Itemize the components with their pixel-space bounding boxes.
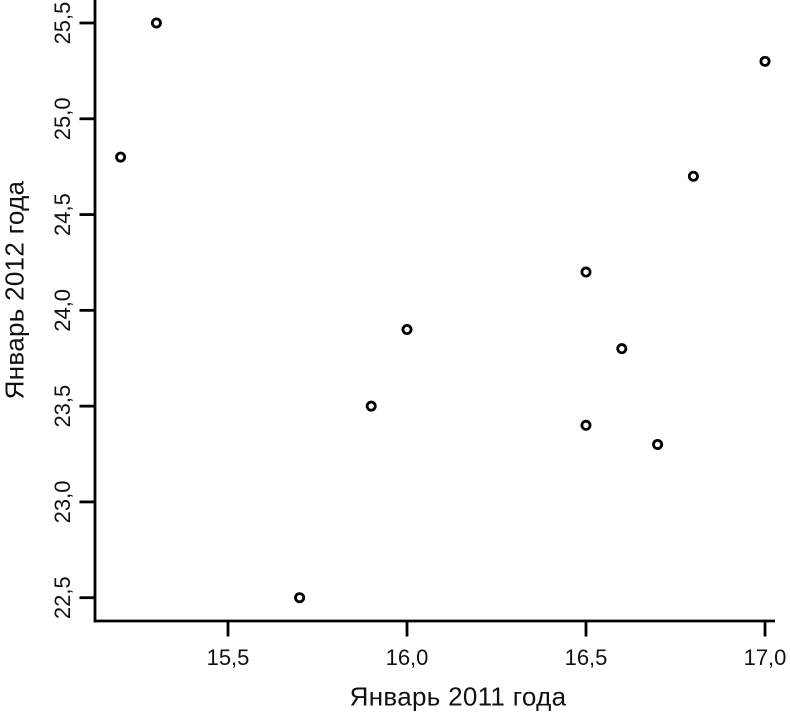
x-tick-label: 15,5 [207,645,250,670]
x-axis-label: Январь 2011 года [349,681,567,712]
data-point [150,17,162,29]
y-tick-label: 25,0 [50,97,75,140]
data-point [580,266,592,278]
data-point [401,324,413,336]
data-point [652,438,664,450]
y-tick-label: 23,5 [50,385,75,428]
data-point [580,419,592,431]
data-point [616,343,628,355]
x-tick-label: 17,0 [744,645,787,670]
data-point [687,170,699,182]
y-axis-label: Январь 2012 года [0,180,30,400]
data-point [115,151,127,163]
y-tick-label: 23,0 [50,481,75,524]
y-tick-label: 25,5 [50,2,75,45]
y-tick-label: 24,0 [50,289,75,332]
y-tick-label: 24,5 [50,193,75,236]
x-tick-label: 16,5 [565,645,608,670]
data-point [759,55,771,67]
data-point [365,400,377,412]
x-tick-label: 16,0 [386,645,429,670]
y-tick-label: 22,5 [50,576,75,619]
data-point [294,592,306,604]
